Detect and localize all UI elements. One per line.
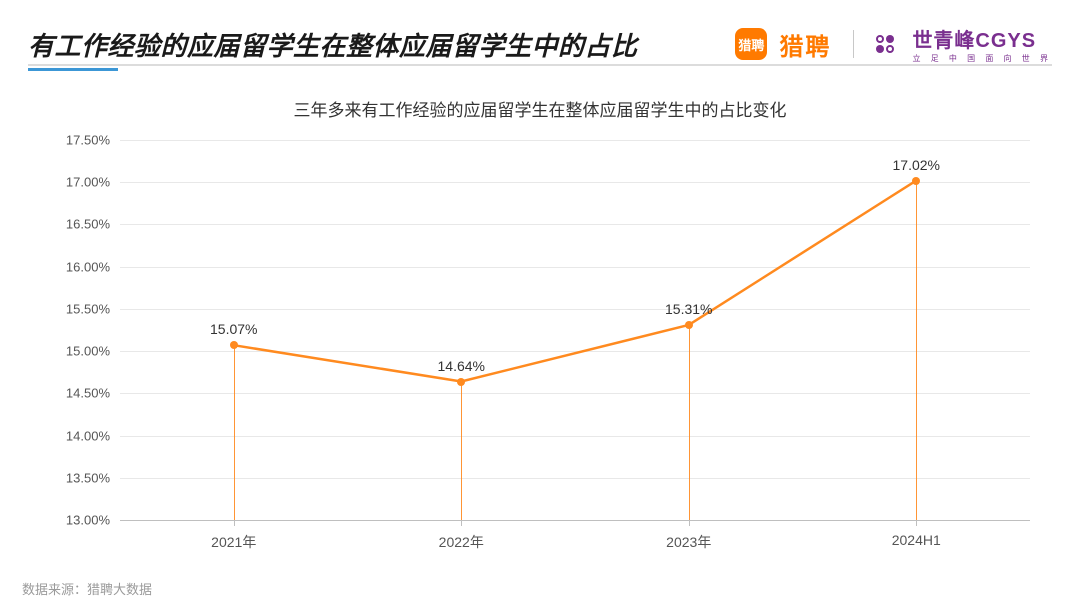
value-label: 15.31% [665, 301, 712, 317]
logo-group: 猎聘 猎聘 世青峰CGYS 立 足 中 国 面 向 世 界 [735, 24, 1052, 64]
line-path [40, 130, 1050, 560]
data-source: 数据来源：猎聘大数据 [22, 579, 152, 598]
liepin-logo-text: 猎聘 [779, 27, 831, 62]
liepin-badge-icon: 猎聘 [735, 28, 767, 60]
cgys-main-text: 世青峰CGYS [912, 24, 1052, 53]
main-title: 有工作经验的应届留学生在整体应届留学生中的占比 [28, 26, 735, 63]
logo-separator [853, 30, 854, 58]
cgys-icon [876, 35, 894, 53]
drop-line [689, 325, 690, 520]
slide: 有工作经验的应届留学生在整体应届留学生中的占比 猎聘 猎聘 世青峰CGYS 立 … [0, 0, 1080, 608]
value-label: 14.64% [438, 358, 485, 374]
header-rule [28, 64, 1052, 66]
data-marker [230, 341, 238, 349]
drop-line [234, 345, 235, 520]
line-chart: 13.00%13.50%14.00%14.50%15.00%15.50%16.0… [40, 130, 1050, 560]
header: 有工作经验的应届留学生在整体应届留学生中的占比 猎聘 猎聘 世青峰CGYS 立 … [28, 18, 1052, 70]
cgys-sub-text: 立 足 中 国 面 向 世 界 [912, 53, 1052, 64]
chart-title: 三年多来有工作经验的应届留学生在整体应届留学生中的占比变化 [0, 96, 1080, 121]
drop-line [916, 181, 917, 520]
data-marker [457, 378, 465, 386]
value-label: 17.02% [893, 157, 940, 173]
liepin-badge-text: 猎聘 [738, 35, 764, 54]
drop-line [461, 382, 462, 520]
data-marker [685, 321, 693, 329]
cgys-label: 世青峰CGYS 立 足 中 国 面 向 世 界 [912, 24, 1052, 64]
value-label: 15.07% [210, 321, 257, 337]
header-rule-accent [28, 68, 118, 71]
data-marker [912, 177, 920, 185]
